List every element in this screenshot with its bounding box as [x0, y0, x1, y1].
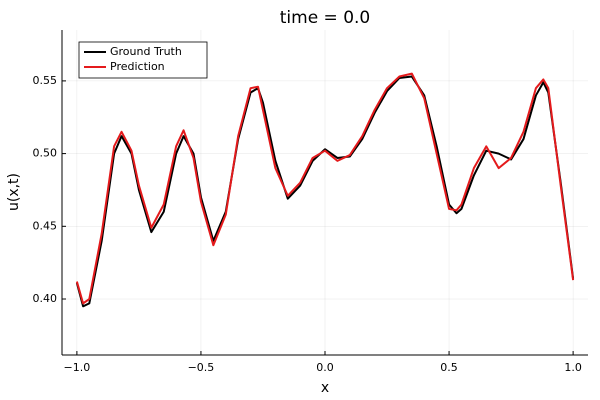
line-series — [75, 72, 575, 305]
legend-text: Prediction — [110, 60, 165, 73]
legend-box — [78, 41, 208, 79]
y-tick-label: 0.40 — [33, 292, 58, 305]
y-tick-label: 0.45 — [33, 219, 58, 232]
x-tick-label: 0.5 — [440, 361, 458, 374]
y-tick-label: 0.50 — [33, 147, 58, 160]
x-tick-label: −0.5 — [188, 361, 215, 374]
chart-title: time = 0.0 — [280, 8, 371, 28]
y-tick-label: 0.55 — [33, 74, 58, 87]
x-axis-label: x — [321, 380, 329, 396]
legend-text: Ground Truth — [110, 45, 182, 58]
x-tick-label: 0.0 — [316, 361, 334, 374]
y-axis-label: u(x,t) — [6, 173, 22, 211]
x-tick-label: 1.0 — [564, 361, 582, 374]
x-tick-label: −1.0 — [64, 361, 91, 374]
